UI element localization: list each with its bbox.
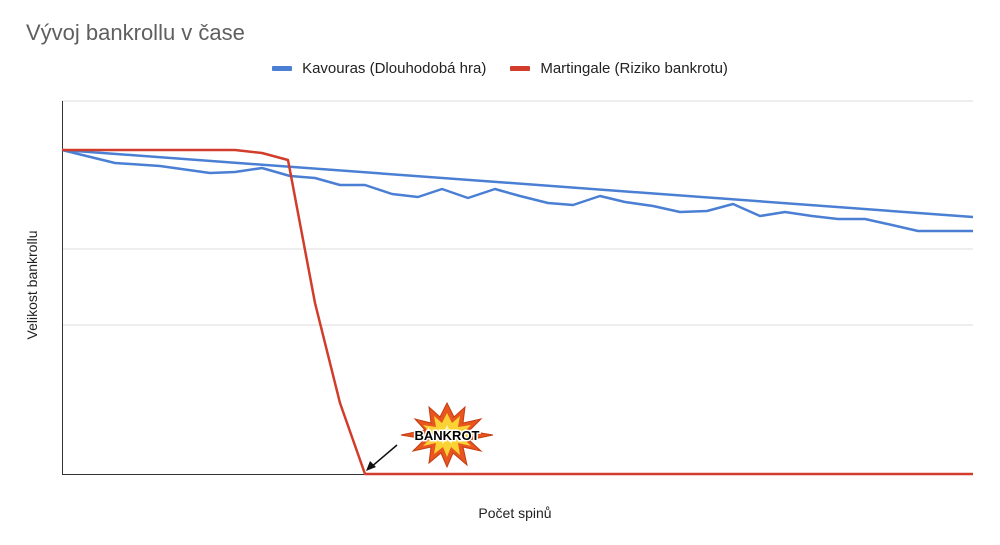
explosion-burst-icon: [400, 401, 494, 469]
chart-legend: Kavouras (Dlouhodobá hra) Martingale (Ri…: [0, 60, 1000, 77]
series-martingale: [62, 148, 973, 476]
series-kavouras-trend: [61, 148, 974, 219]
bankrupt-arrow-icon: [366, 444, 398, 471]
legend-swatch-red-icon: [510, 66, 531, 71]
legend-item-martingale[interactable]: Martingale (Riziko bankrotu): [510, 60, 728, 77]
y-axis-label: Velikost bankrollu: [24, 230, 40, 340]
x-axis-label: Počet spinů: [478, 505, 552, 521]
legend-label: Martingale (Riziko bankrotu): [540, 60, 728, 77]
chart-title: Vývoj bankrollu v čase: [26, 20, 245, 45]
bankrupt-label: BANKROT: [415, 428, 480, 443]
legend-label: Kavouras (Dlouhodobá hra): [302, 60, 487, 77]
legend-swatch-blue-icon: [272, 66, 293, 71]
series-kavouras: [61, 148, 973, 233]
legend-item-kavouras[interactable]: Kavouras (Dlouhodobá hra): [272, 60, 486, 77]
